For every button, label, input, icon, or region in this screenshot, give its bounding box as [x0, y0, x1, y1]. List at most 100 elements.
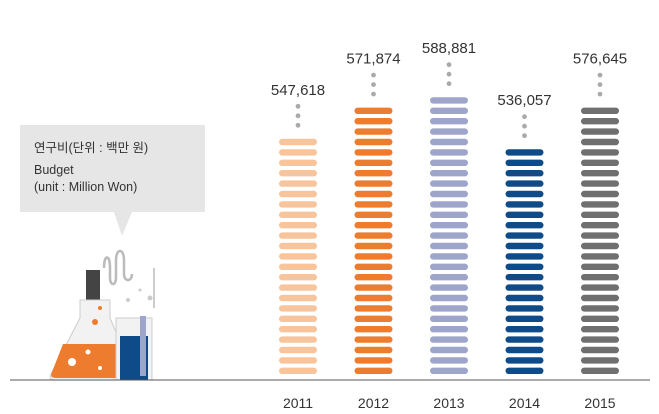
bar-stripe [581, 243, 619, 249]
bar-stripe [581, 149, 619, 155]
bar-stripe [506, 243, 544, 249]
bar-stripe [430, 128, 468, 134]
bar-stripe [355, 243, 393, 249]
bar-stripe [279, 170, 317, 176]
bar-stripe [430, 326, 468, 332]
bar-stripe [430, 191, 468, 197]
bar-stripe [506, 253, 544, 259]
bar-stripe [506, 274, 544, 280]
dot [447, 62, 452, 67]
bar-stripe [581, 253, 619, 259]
bar-stripe [430, 97, 468, 103]
bar-stripe [279, 201, 317, 207]
bar-stripe [279, 326, 317, 332]
bar-stripe [581, 295, 619, 301]
bar-stripe [506, 160, 544, 166]
bar-stripe [506, 368, 544, 374]
bar-stripe [506, 180, 544, 186]
dot [447, 81, 452, 86]
bar-stripe [430, 243, 468, 249]
bar-stripe [355, 316, 393, 322]
bar [355, 108, 393, 374]
bar-stripe [279, 274, 317, 280]
value-label: 547,618 [271, 82, 325, 99]
value-label: 536,057 [497, 92, 551, 109]
bar-stripe [430, 336, 468, 342]
bar-stripe [279, 264, 317, 270]
bar-stripe [430, 108, 468, 114]
bar-stripe [581, 316, 619, 322]
bar-stripe [355, 212, 393, 218]
bar-stripe [581, 326, 619, 332]
bar-stripe [581, 368, 619, 374]
bar-stripe [506, 201, 544, 207]
bar-stripe [506, 295, 544, 301]
bar-stripe [355, 139, 393, 145]
dot [522, 114, 527, 119]
dot [371, 73, 376, 78]
bar-stripe [279, 253, 317, 259]
chart: 연구비(단위 : 백만 원) Budget (unit : Million Wo… [0, 0, 659, 414]
bar-stripe [355, 284, 393, 290]
x-tick-label: 2013 [433, 395, 464, 411]
bar-stripe [430, 253, 468, 259]
bar-stripe [355, 295, 393, 301]
bar-stripe [279, 336, 317, 342]
bar-stripe [355, 347, 393, 353]
bar-stripe [506, 336, 544, 342]
bar-stripe [581, 108, 619, 114]
bar-stripe [279, 357, 317, 363]
bar-stripe [581, 284, 619, 290]
bar-stripe [279, 295, 317, 301]
callout-line: Budget [34, 163, 74, 177]
dot [447, 72, 452, 77]
bar-stripe [506, 149, 544, 155]
dot [598, 82, 603, 87]
x-tick-label: 2015 [584, 395, 615, 411]
callout-line: (unit : Million Won) [34, 180, 137, 194]
dot [371, 82, 376, 87]
bar-stripe [355, 326, 393, 332]
bar-stripe [355, 264, 393, 270]
dot [296, 113, 301, 118]
callout: 연구비(단위 : 백만 원) Budget (unit : Million Wo… [20, 125, 205, 236]
bar-stripe [430, 295, 468, 301]
bar-stripe [430, 305, 468, 311]
bar-stripe [430, 347, 468, 353]
bar-stripe [430, 368, 468, 374]
bar-stripe [279, 139, 317, 145]
bar-stripe [581, 180, 619, 186]
bar-stripe [581, 357, 619, 363]
bar-stripe [506, 170, 544, 176]
bar-stripe [355, 336, 393, 342]
bar-stripe [430, 232, 468, 238]
bar-stripe [581, 139, 619, 145]
bar-stripe [355, 305, 393, 311]
bar-stripe [581, 118, 619, 124]
bar-stripe [581, 128, 619, 134]
bar-stripe [430, 139, 468, 145]
bar-stripe [279, 149, 317, 155]
bar-stripe [506, 316, 544, 322]
bar-stripe [581, 160, 619, 166]
bar-stripe [506, 191, 544, 197]
bar-stripe [506, 305, 544, 311]
bar-stripe [506, 264, 544, 270]
bar-stripe [430, 118, 468, 124]
bar-stripe [279, 232, 317, 238]
bar-stripe [506, 326, 544, 332]
dot [296, 104, 301, 109]
x-tick-label: 2012 [358, 395, 389, 411]
bar-stripe [430, 201, 468, 207]
bar-stripe [279, 243, 317, 249]
bar [581, 108, 619, 374]
bar-stripe [279, 212, 317, 218]
bar-stripe [355, 368, 393, 374]
bar-stripe [355, 118, 393, 124]
bar-stripe [355, 253, 393, 259]
bar-stripe [279, 284, 317, 290]
dot [598, 92, 603, 97]
bar-stripe [355, 180, 393, 186]
bar-stripe [506, 357, 544, 363]
bar-stripe [279, 305, 317, 311]
